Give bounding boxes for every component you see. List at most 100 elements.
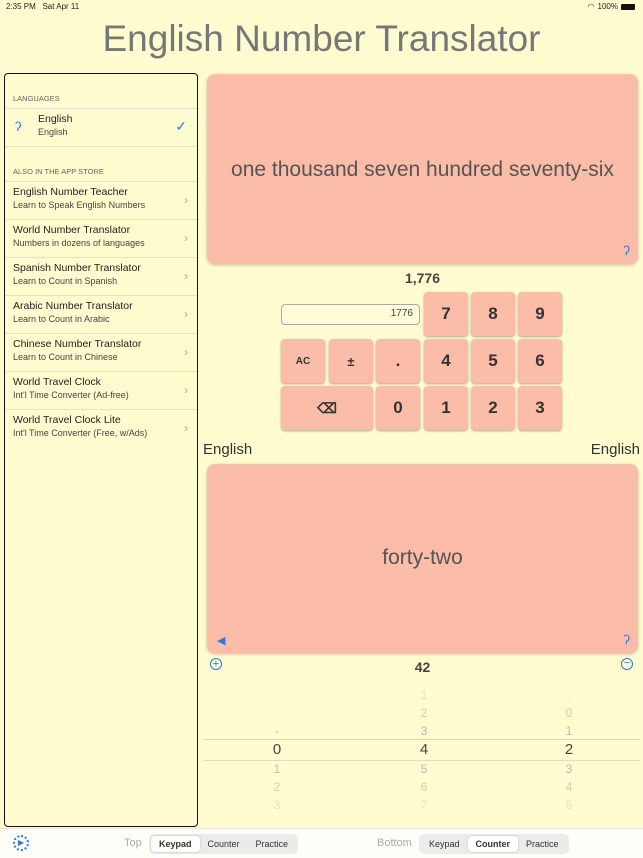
picker-column-ones[interactable]: - 0 1 2 3 4 5 bbox=[549, 686, 589, 814]
picker-value: 3 bbox=[420, 724, 428, 738]
key-1[interactable]: 1 bbox=[424, 386, 468, 430]
picker-value: 1 bbox=[565, 724, 573, 738]
picker-value: 3 bbox=[273, 798, 281, 812]
app-store-item[interactable]: World Number Translator Numbers in dozens… bbox=[5, 219, 197, 257]
picker-column-hundreds[interactable]: - 0 1 2 3 bbox=[257, 686, 297, 814]
chevron-right-icon: › bbox=[184, 421, 188, 435]
bottom-translation-card[interactable]: forty-two ◀︎ ʔ bbox=[207, 464, 638, 653]
picker-value: 4 bbox=[419, 741, 429, 758]
language-right-label[interactable]: English bbox=[590, 441, 640, 458]
top-mode-segmented-control[interactable]: Keypad Counter Practice bbox=[149, 834, 299, 854]
picker-value: 2 bbox=[564, 741, 574, 758]
bottom-label: Bottom bbox=[377, 837, 412, 849]
chevron-right-icon: › bbox=[184, 307, 188, 321]
app-subtitle: Learn to Count in Chinese bbox=[13, 352, 118, 362]
page-title: English Number Translator bbox=[102, 18, 541, 59]
picker-value: 3 bbox=[565, 762, 573, 776]
key-8[interactable]: 8 bbox=[471, 292, 515, 336]
app-store-item[interactable]: English Number Teacher Learn to Speak Eng… bbox=[5, 181, 197, 219]
chevron-right-icon: › bbox=[184, 269, 188, 283]
app-store-item[interactable]: Spanish Number Translator Learn to Count … bbox=[5, 257, 197, 295]
app-title: World Travel Clock bbox=[13, 376, 101, 388]
app-title: English Number Teacher bbox=[13, 186, 128, 198]
bottom-words: forty-two bbox=[382, 546, 463, 569]
status-indicators: ◠ 100% bbox=[588, 2, 635, 11]
chevron-right-icon: › bbox=[184, 231, 188, 245]
mute-icon[interactable]: ◀︎ bbox=[217, 635, 226, 647]
key-5[interactable]: 5 bbox=[471, 339, 515, 383]
ear-icon[interactable]: ʔ bbox=[623, 243, 631, 258]
picker-value bbox=[257, 704, 297, 722]
key-3[interactable]: 3 bbox=[518, 386, 562, 430]
picker-value bbox=[257, 686, 297, 704]
app-subtitle: Learn to Speak English Numbers bbox=[13, 200, 146, 210]
picker-value: 0 bbox=[272, 741, 282, 758]
app-title: Chinese Number Translator bbox=[13, 338, 142, 350]
chevron-right-icon: › bbox=[184, 193, 188, 207]
picker-value: 1 bbox=[273, 762, 281, 776]
number-input[interactable]: 1776 bbox=[281, 304, 420, 325]
languages-header: LANGUAGES bbox=[13, 94, 60, 103]
settings-icon[interactable]: ▶ bbox=[13, 835, 29, 851]
picker-value: 5 bbox=[565, 798, 573, 812]
picker-value: - bbox=[567, 688, 571, 702]
key-0[interactable]: 0 bbox=[376, 386, 420, 430]
backspace-key[interactable]: ⌫ bbox=[281, 386, 373, 430]
checkmark-icon: ✓ bbox=[175, 118, 187, 134]
app-subtitle: Int'l Time Converter (Free, w/Ads) bbox=[13, 428, 148, 438]
picker-value: 1 bbox=[420, 688, 428, 702]
app-subtitle: Learn to Count in Spanish bbox=[13, 276, 118, 286]
store-header: ALSO IN THE APP STORE bbox=[5, 146, 197, 176]
chevron-right-icon: › bbox=[184, 345, 188, 359]
picker-value: 4 bbox=[565, 780, 573, 794]
picker-value: 2 bbox=[273, 780, 281, 794]
key-6[interactable]: 6 bbox=[518, 339, 562, 383]
decrement-icon[interactable]: − bbox=[621, 658, 633, 670]
app-title: World Number Translator bbox=[13, 224, 131, 236]
sidebar: LANGUAGES ʔ English English ✓ ALSO IN TH… bbox=[4, 73, 198, 827]
picker-column-tens[interactable]: 1 2 3 4 5 6 7 bbox=[404, 686, 444, 814]
key-plus-minus[interactable]: ± bbox=[329, 339, 373, 383]
wifi-icon: ◠ bbox=[587, 2, 595, 11]
language-left-label[interactable]: English bbox=[203, 441, 253, 458]
app-subtitle: Numbers in dozens of languages bbox=[13, 238, 145, 248]
app-subtitle: Learn to Count in Arabic bbox=[13, 314, 110, 324]
language-english[interactable]: ʔ English English ✓ bbox=[5, 108, 197, 146]
top-number: 1,776 bbox=[404, 270, 441, 286]
key-7[interactable]: 7 bbox=[424, 292, 468, 336]
chevron-right-icon: › bbox=[184, 383, 188, 397]
increment-icon[interactable]: + bbox=[210, 658, 222, 670]
top-translation-card[interactable]: one thousand seven hundred seventy-six ʔ bbox=[207, 74, 638, 264]
key-decimal[interactable]: . bbox=[376, 339, 420, 383]
picker-value: 5 bbox=[420, 762, 428, 776]
key-4[interactable]: 4 bbox=[424, 339, 468, 383]
key-9[interactable]: 9 bbox=[518, 292, 562, 336]
picker-selection-band bbox=[204, 739, 640, 761]
status-time: 2:35 PM Sat Apr 11 bbox=[6, 2, 80, 11]
bottom-mode-segmented-control[interactable]: Keypad Counter Practice bbox=[419, 834, 569, 854]
picker-value: 0 bbox=[565, 706, 573, 720]
bottom-segment-counter[interactable]: Counter bbox=[467, 836, 519, 852]
app-title: World Travel Clock Lite bbox=[13, 414, 121, 426]
bottom-segment-practice[interactable]: Practice bbox=[526, 839, 559, 849]
app-store-item[interactable]: Chinese Number Translator Learn to Count … bbox=[5, 333, 197, 371]
top-segment-counter[interactable]: Counter bbox=[207, 839, 240, 849]
top-words: one thousand seven hundred seventy-six bbox=[231, 158, 614, 181]
app-store-item[interactable]: World Travel Clock Int'l Time Converter (… bbox=[5, 371, 197, 409]
bottom-segment-keypad[interactable]: Keypad bbox=[429, 839, 460, 849]
picker-value: 7 bbox=[420, 798, 428, 812]
top-segment-practice[interactable]: Practice bbox=[255, 839, 289, 849]
picker-value: 6 bbox=[420, 780, 428, 794]
app-title: Arabic Number Translator bbox=[13, 300, 133, 312]
ear-icon[interactable]: ʔ bbox=[623, 632, 631, 647]
ear-icon: ʔ bbox=[15, 119, 22, 134]
key-2[interactable]: 2 bbox=[471, 386, 515, 430]
top-segment-keypad[interactable]: Keypad bbox=[151, 836, 200, 852]
key-ac[interactable]: AC bbox=[281, 339, 325, 383]
app-title: Spanish Number Translator bbox=[13, 262, 141, 274]
picker-value: 2 bbox=[420, 706, 428, 720]
app-subtitle: Int'l Time Converter (Ad-free) bbox=[13, 390, 129, 400]
top-label: Top bbox=[124, 837, 142, 849]
app-store-item[interactable]: Arabic Number Translator Learn to Count i… bbox=[5, 295, 197, 333]
app-store-item[interactable]: World Travel Clock Lite Int'l Time Conver… bbox=[5, 409, 197, 447]
